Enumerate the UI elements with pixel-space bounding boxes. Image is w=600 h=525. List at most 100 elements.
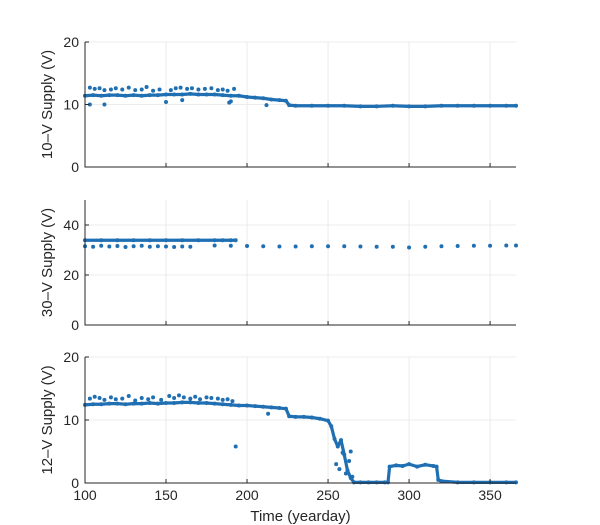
data-point — [146, 397, 151, 402]
data-point — [215, 88, 220, 93]
x-tick-label: 150 — [154, 487, 178, 503]
data-point — [97, 395, 102, 400]
y-tick-label: 0 — [71, 317, 79, 333]
data-point — [87, 85, 92, 90]
y-tick-label: 20 — [63, 349, 79, 365]
data-point — [390, 244, 395, 249]
data-point — [172, 245, 177, 249]
data-point — [202, 86, 207, 91]
data-point — [180, 98, 185, 103]
data-trace-segment — [391, 104, 411, 108]
data-point — [180, 244, 185, 249]
y-tick-label: 0 — [71, 159, 79, 175]
data-point — [99, 243, 104, 248]
data-point — [159, 397, 164, 402]
data-trace-segment — [386, 465, 392, 484]
data-point — [108, 395, 113, 400]
data-point — [342, 244, 347, 249]
data-point — [178, 85, 183, 90]
data-point — [133, 88, 138, 93]
data-point — [131, 244, 136, 249]
data-point — [277, 244, 282, 249]
data-point — [350, 474, 355, 479]
data-point — [168, 88, 173, 93]
data-point — [172, 395, 177, 400]
x-tick-label: 200 — [235, 487, 259, 503]
data-point — [115, 244, 120, 248]
data-point — [209, 86, 214, 91]
data-point — [185, 86, 190, 91]
data-point — [204, 395, 209, 400]
data-point — [488, 243, 493, 248]
data-point — [157, 87, 162, 92]
data-point — [326, 244, 331, 249]
data-point — [220, 87, 225, 92]
data-point — [309, 244, 314, 249]
data-point — [91, 244, 96, 249]
y-tick-label: 10 — [63, 412, 79, 428]
data-point — [120, 87, 125, 92]
data-point — [133, 398, 138, 403]
data-point — [337, 467, 342, 472]
data-point — [181, 395, 186, 400]
data-point — [167, 394, 172, 399]
panel-30v-y-axis-label: 30–V Supply (V) — [39, 208, 56, 317]
data-point — [228, 99, 233, 104]
data-point — [245, 244, 250, 248]
data-point — [347, 458, 352, 463]
data-point — [293, 244, 298, 249]
data-trace-segment — [329, 424, 337, 441]
data-point — [514, 103, 518, 108]
data-point — [164, 244, 169, 249]
data-point — [193, 394, 198, 399]
data-point — [87, 396, 92, 401]
data-point — [423, 244, 428, 249]
data-point — [228, 243, 233, 248]
data-point — [155, 244, 160, 249]
data-point — [97, 86, 102, 91]
data-point — [139, 87, 144, 92]
data-point — [266, 411, 271, 416]
data-point — [334, 462, 339, 467]
panel-12v-ticks: 0 10 20 100 150 200 250 300 350 — [63, 349, 502, 503]
data-point — [151, 395, 156, 400]
data-point — [92, 394, 97, 399]
data-point — [164, 100, 169, 104]
panel-10v-supply: 0 10 20 10–V Supply (V) — [39, 34, 518, 175]
panel-12v-data-points — [83, 393, 518, 485]
data-point — [144, 85, 149, 89]
data-trace-segment — [439, 479, 460, 484]
data-point — [126, 394, 131, 399]
data-point — [407, 245, 412, 250]
panel-12v-x-axis-label: Time (yearday) — [250, 508, 350, 525]
data-point — [102, 102, 107, 107]
data-point — [92, 86, 97, 91]
data-point — [358, 244, 363, 249]
data-point — [225, 88, 230, 93]
x-tick-label: 300 — [397, 487, 421, 503]
data-point — [123, 245, 128, 249]
data-point — [188, 244, 193, 249]
data-trace-segment — [423, 104, 444, 108]
panel-30v-data-points — [83, 238, 518, 250]
data-point — [343, 471, 348, 476]
data-point — [220, 397, 225, 402]
data-trace-segment — [435, 465, 440, 482]
data-point — [188, 396, 193, 401]
data-point — [151, 88, 156, 93]
data-point — [189, 86, 194, 91]
panel-30v-ticks: 0 20 40 — [63, 217, 491, 333]
y-tick-label: 0 — [71, 475, 79, 491]
data-point — [120, 396, 125, 401]
data-point — [264, 103, 269, 108]
data-point — [514, 243, 518, 248]
panel-10v-y-axis-label: 10–V Supply (V) — [39, 50, 56, 159]
data-trace-segment — [342, 104, 363, 108]
data-point — [113, 397, 118, 402]
data-trace-segment — [342, 453, 350, 472]
y-tick-label: 20 — [63, 34, 79, 50]
data-point — [233, 444, 238, 449]
data-point — [230, 399, 235, 404]
panel-30v-supply: 0 20 40 30–V Supply (V) — [39, 200, 518, 333]
